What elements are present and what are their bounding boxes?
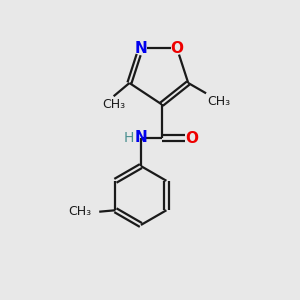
- Text: CH₃: CH₃: [69, 205, 92, 218]
- Text: CH₃: CH₃: [208, 95, 231, 108]
- Text: N: N: [134, 130, 147, 145]
- Text: N: N: [134, 41, 147, 56]
- Text: O: O: [170, 41, 184, 56]
- Text: H: H: [123, 130, 134, 145]
- Text: O: O: [185, 130, 198, 146]
- Text: CH₃: CH₃: [102, 98, 125, 111]
